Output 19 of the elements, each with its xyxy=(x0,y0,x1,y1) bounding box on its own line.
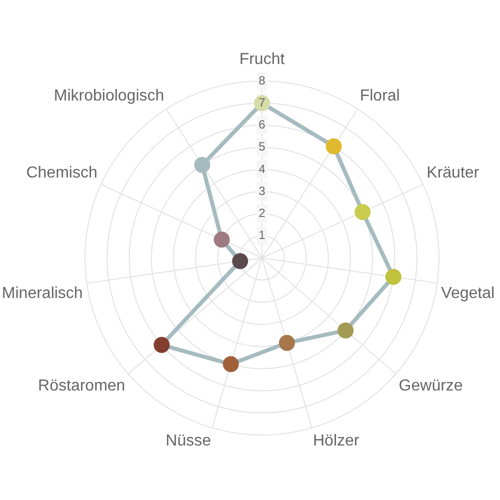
spoke-label: Mikrobiologisch xyxy=(54,88,164,105)
y-tick-label: 7 xyxy=(258,95,266,110)
y-tick-label: 3 xyxy=(258,184,266,198)
y-tick-label: 8 xyxy=(258,73,266,88)
spoke-label: Vegetal xyxy=(441,284,495,302)
y-tick-label: 2 xyxy=(258,206,266,220)
spoke-label: Gewürze xyxy=(398,378,463,395)
spoke-label: Hölzer xyxy=(312,432,360,450)
spoke-label: Mineralisch xyxy=(2,284,83,302)
y-tick-label: 5 xyxy=(258,140,266,154)
y-tick-label: 4 xyxy=(258,162,266,176)
y-tick-label: 1 xyxy=(258,228,266,242)
spoke-label: Chemisch xyxy=(26,164,98,182)
spoke-label: Frucht xyxy=(239,50,286,68)
spoke-label: Floral xyxy=(360,88,400,105)
spoke-label: Nüsse xyxy=(166,432,212,450)
y-tick-label: 6 xyxy=(258,118,266,132)
spoke-label: Röstaromen xyxy=(38,378,126,395)
spoke-label: Kräuter xyxy=(426,164,480,182)
